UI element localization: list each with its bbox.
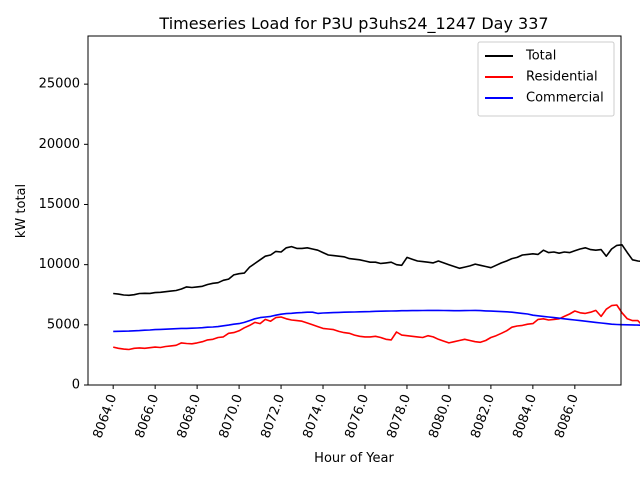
chart-title: Timeseries Load for P3U p3uhs24_1247 Day… [158,14,548,34]
y-tick-label: 5000 [47,317,80,332]
series-line-residential [113,304,640,351]
y-tick-label: 25000 [39,77,80,92]
y-axis-ticks: 0 5000 10000 15000 20000 25000 [39,77,88,393]
series-line-total [113,244,640,297]
legend-label-total: Total [525,49,556,64]
series-line-commercial [113,309,640,333]
legend-label-residential: Residential [526,70,598,85]
series-layer [113,244,640,351]
x-axis-title: Hour of Year [314,451,394,466]
legend-label-commercial: Commercial [526,91,604,106]
y-tick-label: 10000 [39,257,80,272]
plot-area-frame [87,35,622,386]
y-tick-label: 20000 [39,137,80,152]
y-tick-label: 0 [72,378,80,393]
legend: Total Residential Commercial [477,41,615,117]
y-axis-title: kW total [14,184,29,238]
y-tick-label: 15000 [39,197,80,212]
